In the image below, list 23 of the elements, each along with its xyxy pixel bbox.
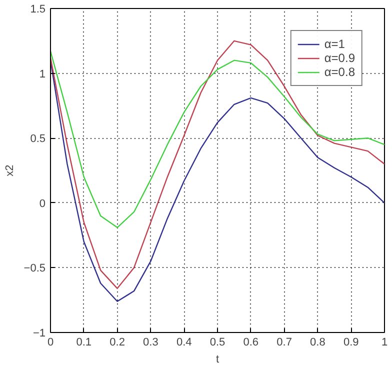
legend-label: α=1 <box>324 37 345 51</box>
x-tick-label: 0.8 <box>310 336 326 348</box>
x-tick-label: 0 <box>47 336 54 348</box>
y-tick-label: 1.5 <box>30 4 46 16</box>
y-tick-label: 0.5 <box>30 133 46 146</box>
legend-label: α=0.8 <box>324 65 355 79</box>
y-tick-label: 1 <box>39 68 46 80</box>
x-tick-label: 0.6 <box>243 336 259 348</box>
y-tick-label: 0 <box>39 198 46 210</box>
legend-label: α=0.9 <box>324 51 355 65</box>
x-tick-label: 0.7 <box>276 336 292 348</box>
x-axis-title: t <box>216 354 220 366</box>
x-tick-label: 0.1 <box>76 336 92 348</box>
x-tick-label: 0.5 <box>210 336 226 348</box>
y-axis-title: x2 <box>4 164 16 176</box>
x-tick-label: 0.4 <box>176 336 192 348</box>
line-series <box>50 50 384 228</box>
x-tick-label: 1 <box>381 336 388 348</box>
x-tick-label: 0.3 <box>143 336 158 348</box>
y-tick-label: −1 <box>32 328 46 340</box>
x-tick-label: 0.2 <box>110 336 125 348</box>
y-tick-label: −0.5 <box>24 262 46 275</box>
x-tick-label: 0.9 <box>343 336 359 348</box>
